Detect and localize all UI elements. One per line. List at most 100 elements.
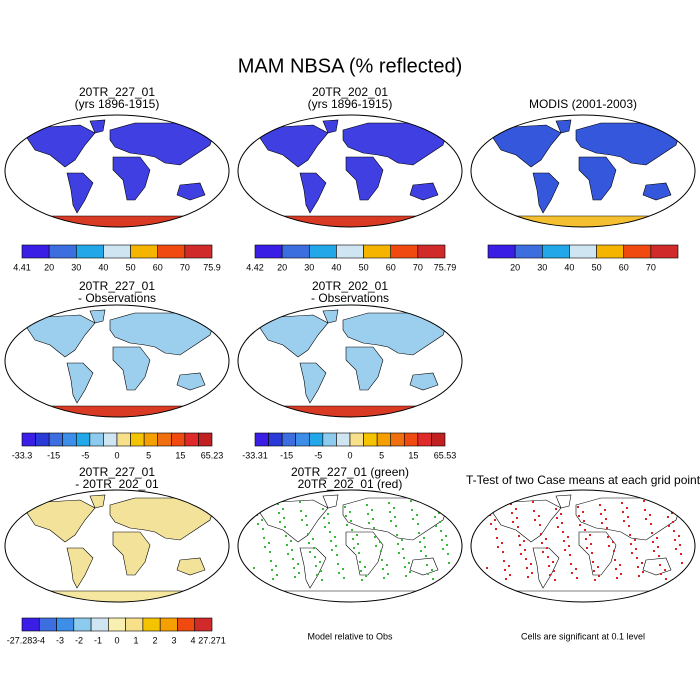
speckle [382, 568, 384, 570]
speckle [292, 558, 294, 560]
speckle [393, 507, 395, 509]
colorbar-box [268, 432, 283, 447]
colorbar-label: 75.9 [203, 262, 221, 272]
speckle [545, 538, 547, 540]
speckle [324, 526, 326, 528]
speckle [380, 550, 382, 552]
colorbar-label: -33.3 [12, 450, 33, 460]
continent [176, 372, 206, 391]
colorbar-label: -15 [47, 450, 60, 460]
colorbar-box [650, 244, 679, 259]
speckle [548, 565, 550, 567]
speckle [291, 549, 293, 551]
speckle [255, 505, 257, 507]
colorbar-box [254, 432, 269, 447]
continent [299, 547, 327, 589]
speckle [308, 542, 310, 544]
colorbar-label: 4.42 [246, 262, 264, 272]
speckle [350, 520, 352, 522]
continent [24, 314, 96, 358]
speckle [387, 573, 389, 575]
speckle [668, 525, 670, 527]
map [237, 489, 463, 603]
speckle [533, 510, 535, 512]
colorbar-box [90, 617, 109, 632]
colorbar-label: -4 [37, 635, 45, 645]
speckle [301, 519, 303, 521]
speckle [272, 578, 274, 580]
colorbar-box [62, 432, 77, 447]
speckle [593, 570, 595, 572]
colorbar-box [75, 244, 104, 259]
speckle [283, 517, 285, 519]
speckle [672, 521, 674, 523]
colorbar-box [170, 432, 186, 447]
map-land [490, 119, 682, 227]
colorbar-box [198, 432, 213, 447]
colorbar-box [48, 244, 77, 259]
speckle [368, 522, 370, 524]
map-land [250, 494, 451, 602]
speckle [388, 502, 390, 504]
speckle [554, 579, 556, 581]
speckle [598, 575, 600, 577]
speckle [570, 563, 572, 565]
colorbar-box [569, 244, 597, 259]
colorbar-box [417, 244, 446, 259]
map-land [257, 309, 449, 417]
speckle [306, 524, 308, 526]
speckle [527, 576, 529, 578]
continent [490, 499, 562, 543]
colorbar-box [116, 432, 131, 447]
speckle [371, 509, 373, 511]
speckle [589, 534, 591, 536]
speckle [571, 572, 573, 574]
continent [176, 182, 206, 201]
continent [24, 124, 96, 168]
continent [66, 172, 94, 214]
panel: MODIS (2001-2003) 20 30 40 50 60 70 [470, 97, 696, 272]
speckle [613, 550, 615, 552]
colorbar-label: 5 [146, 450, 151, 460]
colorbar-box [308, 432, 324, 447]
speckle [334, 536, 336, 538]
colorbar-box [363, 244, 392, 259]
speckle [583, 520, 585, 522]
colorbar-label: 60 [619, 262, 629, 272]
speckle [681, 562, 683, 564]
speckle [352, 538, 354, 540]
speckle [261, 519, 263, 521]
speckle [673, 530, 675, 532]
speckle [351, 529, 353, 531]
colorbar-box [376, 432, 392, 447]
map-border [470, 114, 696, 228]
colorbar-label: 30 [71, 262, 81, 272]
speckle [623, 520, 625, 522]
speckle [542, 551, 544, 553]
speckle [626, 507, 628, 509]
speckle [628, 525, 630, 527]
speckle [435, 525, 437, 527]
speckle [294, 576, 296, 578]
colorbar-box [514, 244, 543, 259]
colorbar-box [157, 432, 172, 447]
continent [89, 494, 106, 509]
panel-note: Model relative to Obs [307, 631, 393, 641]
speckle [496, 537, 498, 539]
panel: 20TR_227_01 (green)20TR_202_01 (red) Mode… [237, 465, 463, 641]
speckle [568, 545, 570, 547]
continent [532, 172, 560, 214]
colorbar-box [281, 432, 297, 447]
speckle [509, 574, 511, 576]
speckle [395, 525, 397, 527]
colorbar-box [349, 432, 364, 447]
colorbar-label: 30 [537, 262, 547, 272]
panel: 20TR_202_01- Observations -33.31 -15 -5 0 5 15… [237, 279, 463, 460]
speckle [431, 569, 433, 571]
speckle [319, 561, 321, 563]
speckle [634, 539, 636, 541]
speckle [644, 509, 646, 511]
speckle [629, 534, 631, 536]
speckle [293, 567, 295, 569]
speckle [586, 547, 588, 549]
